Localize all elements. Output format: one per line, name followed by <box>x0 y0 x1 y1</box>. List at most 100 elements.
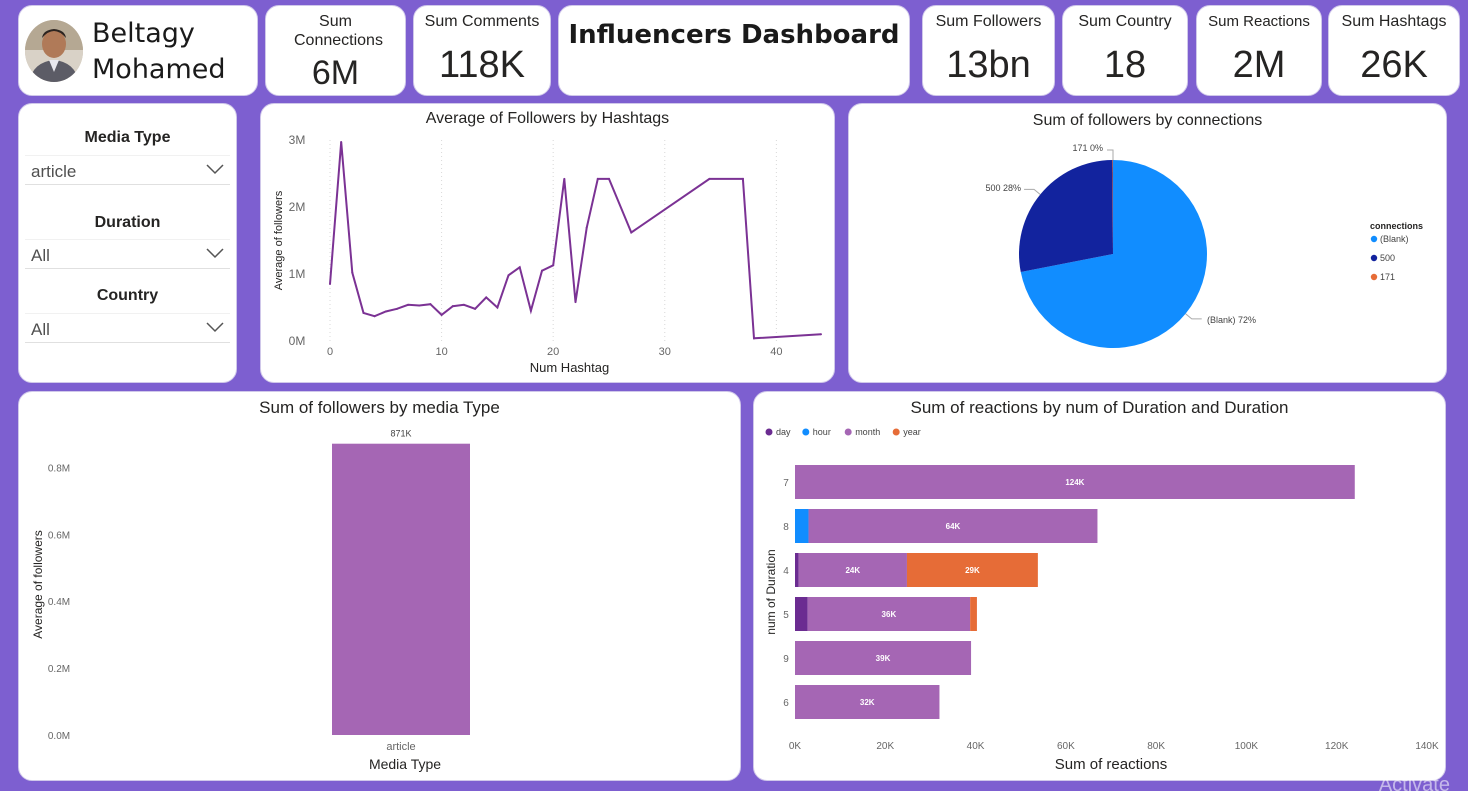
pie-chart[interactable]: (Blank) 72% 500 28% 171 0% connections (Blan… <box>849 104 1448 384</box>
line-data-point <box>630 231 633 234</box>
y-axis-label: Average of followers <box>273 190 285 290</box>
y-tick-label: 6 <box>783 698 789 709</box>
x-tick-label: 40 <box>770 346 782 358</box>
pie-slice <box>1019 160 1113 273</box>
y-tick-label: 0.0M <box>48 731 70 742</box>
chevron-down-icon <box>206 322 224 333</box>
y-tick-label: 0.2M <box>48 664 70 675</box>
pie-leader-line <box>1107 149 1114 160</box>
chevron-down-icon <box>206 248 224 259</box>
legend-label: (Blank) <box>1380 234 1409 244</box>
pie-slice <box>1112 160 1113 254</box>
pie-data-label: (Blank) 72% <box>1207 315 1256 325</box>
line-data-point <box>607 177 610 180</box>
slicer-label-country: Country <box>96 287 159 304</box>
bar-data-label: 29K <box>965 566 980 575</box>
kpi-label: Sum Reactions <box>1208 13 1310 30</box>
legend-label: day <box>776 427 791 437</box>
x-axis-label: Sum of reactions <box>1055 756 1168 773</box>
line-data-point <box>507 274 510 277</box>
stacked-bar-segment <box>798 553 907 587</box>
line-data-point <box>407 303 410 306</box>
bar-data-label: 871K <box>390 429 411 439</box>
line-data-point <box>596 177 599 180</box>
kpi-label: Sum Country <box>1078 13 1172 30</box>
kpi-value: 13bn <box>946 44 1031 86</box>
bar-chart-card: Sum of followers by media Type 0.0M 0.2M 0… <box>18 391 741 781</box>
legend-marker <box>765 428 773 436</box>
line-data-point <box>474 307 477 310</box>
y-axis-label: num of Duration <box>764 549 778 634</box>
legend-label: month <box>855 427 880 437</box>
stacked-chart-card: Sum of reactions by num of Duration and … <box>753 391 1446 781</box>
stacked-bar-segment <box>795 553 799 587</box>
legend-marker <box>802 428 810 436</box>
stacked-bar-segment <box>795 509 809 543</box>
line-chart-card: Average of Followers by Hashtags 0 10 20 30… <box>260 103 835 383</box>
line-data-point <box>351 271 354 274</box>
slicer-panel: Media Type article Duration All Country … <box>18 103 237 383</box>
line-data-point <box>820 333 822 336</box>
country-selected: All <box>31 320 50 339</box>
y-tick-label: 4 <box>783 566 789 577</box>
x-tick-label: 0K <box>789 741 802 752</box>
country-dropdown[interactable]: All <box>25 313 230 343</box>
y-tick-label: 3M <box>289 133 306 147</box>
stacked-bar-segment <box>795 685 940 719</box>
legend-title: connections <box>1370 221 1423 231</box>
line-data-point <box>563 177 566 180</box>
x-tick-label: 120K <box>1325 741 1349 752</box>
stacked-bar-segment <box>970 597 977 631</box>
bar <box>332 443 470 735</box>
line-data-point <box>340 141 343 144</box>
x-tick-label: 30 <box>659 346 671 358</box>
pie-data-label: 171 0% <box>1072 143 1103 153</box>
line-data-point <box>329 283 331 286</box>
kpi-card-connections: Sum Connections 6M <box>265 5 406 96</box>
followers-series-line <box>329 141 822 340</box>
kpi-card-followers: Sum Followers 13bn <box>922 5 1055 96</box>
dashboard-title: Influencers Dashboard <box>568 20 900 50</box>
x-tick-label: article <box>386 741 415 753</box>
kpi-value: 26K <box>1360 44 1428 86</box>
line-data-point <box>429 303 432 306</box>
y-tick-label: 8 <box>783 522 789 533</box>
media-type-dropdown[interactable]: article <box>25 155 230 185</box>
kpi-card-hashtags: Sum Hashtags 26K <box>1328 5 1460 96</box>
duration-dropdown[interactable]: All <box>25 239 230 269</box>
stacked-bar-chart[interactable]: day hour month year 0K 20K 40K 60K 80K 100K 120K 14… <box>754 392 1447 782</box>
stacked-bar-segment <box>906 553 1038 587</box>
line-data-point <box>395 307 398 310</box>
line-data-point <box>418 304 421 307</box>
legend-marker <box>1370 254 1378 262</box>
pie-chart-card: Sum of followers by connections (Blank) … <box>848 103 1447 383</box>
avatar <box>25 20 83 82</box>
pie-slice <box>1020 160 1207 348</box>
bar-data-label: 36K <box>882 610 897 619</box>
line-data-point <box>741 177 744 180</box>
x-tick-label: 80K <box>1147 741 1165 752</box>
bar-chart[interactable]: 0.0M 0.2M 0.4M 0.6M 0.8M 871K article Media Typ… <box>19 392 742 782</box>
y-tick-label: 0M <box>289 334 306 348</box>
pie-leader-line <box>1185 313 1202 320</box>
line-data-point <box>496 306 499 309</box>
bar-data-label: 64K <box>946 522 961 531</box>
slicer-label-media-type: Media Type <box>84 129 171 146</box>
x-tick-label: 100K <box>1235 741 1259 752</box>
bar-data-label: 24K <box>845 566 860 575</box>
kpi-label: Sum Connections <box>294 13 383 49</box>
y-tick-label: 0.6M <box>48 530 70 541</box>
line-chart[interactable]: 0 10 20 30 40 0M 1M 2M 3M Num Hashtag Average of f… <box>261 104 836 384</box>
x-axis-label: Media Type <box>369 756 441 772</box>
x-tick-label: 20 <box>547 346 559 358</box>
legend-label: hour <box>813 427 831 437</box>
bar-data-label: 124K <box>1065 478 1084 487</box>
line-data-point <box>552 264 555 267</box>
x-tick-label: 140K <box>1415 741 1439 752</box>
x-tick-label: 60K <box>1057 741 1075 752</box>
stacked-bar-segment <box>807 597 971 631</box>
profile-card: Beltagy Mohamed <box>18 5 258 96</box>
x-axis-label: Num Hashtag <box>530 360 609 375</box>
kpi-value: 18 <box>1103 44 1147 86</box>
y-tick-label: 1M <box>289 267 306 281</box>
